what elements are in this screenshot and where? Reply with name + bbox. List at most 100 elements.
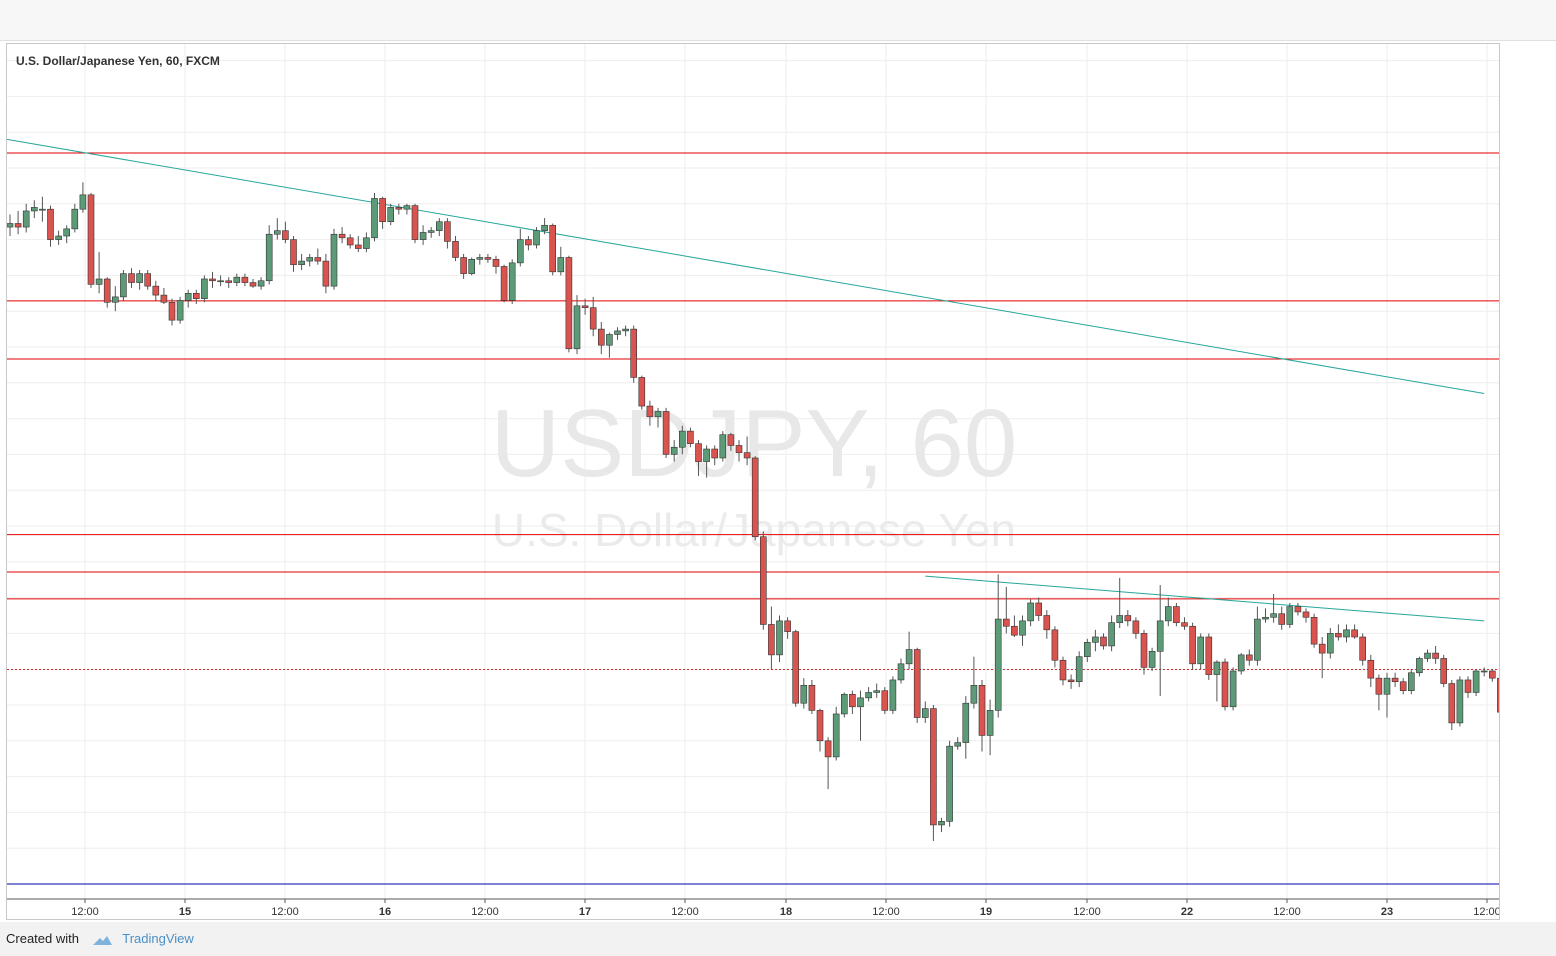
candle-body[interactable] — [1156, 620, 1164, 652]
candle-body[interactable] — [1472, 670, 1480, 693]
candle-body[interactable] — [695, 443, 702, 462]
candle-body[interactable] — [727, 434, 735, 446]
candle-body[interactable] — [1399, 681, 1407, 691]
candle-body[interactable] — [865, 692, 872, 699]
candle-body[interactable] — [1002, 618, 1010, 627]
candle-body[interactable] — [257, 280, 265, 287]
candle-body[interactable] — [1043, 615, 1051, 631]
candle-body[interactable] — [184, 293, 192, 301]
price-chart[interactable]: USDJPY, 60U.S. Dollar/Japanese Yen114.60… — [7, 44, 1499, 919]
candle-body[interactable] — [1197, 636, 1204, 665]
candle-body[interactable] — [120, 273, 127, 298]
candle-body[interactable] — [241, 276, 249, 283]
candle-body[interactable] — [565, 257, 573, 350]
candle-body[interactable] — [751, 457, 759, 538]
candle-body[interactable] — [970, 685, 978, 704]
trendline[interactable] — [7, 138, 1485, 395]
candle-body[interactable] — [913, 649, 921, 718]
candle-body[interactable] — [1189, 625, 1196, 665]
candle-body[interactable] — [403, 205, 411, 210]
candle-body[interactable] — [743, 452, 751, 459]
candle-body[interactable] — [1318, 643, 1326, 654]
candle-body[interactable] — [103, 278, 111, 303]
candle-body[interactable] — [63, 228, 71, 237]
candle-body[interactable] — [419, 232, 427, 240]
candle-body[interactable] — [1205, 636, 1213, 675]
candle-body[interactable] — [1286, 606, 1294, 625]
candle-body[interactable] — [1075, 656, 1083, 683]
candle-body[interactable] — [1124, 615, 1132, 622]
candle-body[interactable] — [954, 742, 962, 747]
candle-body[interactable] — [87, 194, 95, 285]
candle-body[interactable] — [1480, 670, 1488, 673]
candle-body[interactable] — [1019, 620, 1026, 636]
candle-body[interactable] — [346, 237, 354, 246]
candle-body[interactable] — [1456, 679, 1464, 724]
candle-body[interactable] — [144, 273, 151, 287]
candle-body[interactable] — [1351, 629, 1358, 638]
candle-body[interactable] — [873, 690, 881, 693]
candle-body[interactable] — [338, 233, 346, 239]
candle-body[interactable] — [298, 260, 305, 265]
candle-body[interactable] — [962, 702, 970, 743]
candle-body[interactable] — [1116, 615, 1123, 623]
candle-body[interactable] — [217, 280, 224, 283]
tradingview-brand-link[interactable]: TradingView — [122, 931, 194, 946]
candle-body[interactable] — [55, 235, 62, 240]
candle-body[interactable] — [1383, 677, 1391, 695]
candle-body[interactable] — [994, 618, 1002, 711]
candle-body[interactable] — [1448, 683, 1456, 724]
candle-body[interactable] — [1221, 661, 1229, 708]
candle-body[interactable] — [193, 293, 200, 299]
candle-body[interactable] — [314, 257, 322, 262]
candle-body[interactable] — [330, 233, 338, 287]
candle-body[interactable] — [614, 330, 621, 335]
candle-body[interactable] — [816, 710, 824, 742]
candle-body[interactable] — [395, 207, 403, 210]
candle-body[interactable] — [1027, 602, 1034, 622]
candle-body[interactable] — [703, 448, 710, 462]
candle-body[interactable] — [273, 230, 281, 235]
candle-body[interactable] — [411, 205, 419, 240]
candle-body[interactable] — [112, 296, 119, 303]
candle-body[interactable] — [249, 282, 257, 287]
candle-body[interactable] — [128, 273, 135, 283]
candle-body[interactable] — [719, 434, 727, 459]
candle-body[interactable] — [468, 258, 476, 274]
tradingview-credit[interactable]: Created with TradingView — [6, 931, 194, 946]
candle-body[interactable] — [557, 257, 565, 273]
candle-body[interactable] — [363, 237, 370, 249]
candle-body[interactable] — [1489, 670, 1496, 679]
candle-body[interactable] — [792, 631, 800, 704]
candle-body[interactable] — [1367, 659, 1375, 679]
candle-body[interactable] — [549, 224, 557, 273]
candle-body[interactable] — [1254, 618, 1261, 661]
candle-body[interactable] — [678, 430, 686, 448]
candle-body[interactable] — [921, 708, 929, 718]
candle-body[interactable] — [930, 708, 937, 826]
candle-body[interactable] — [95, 278, 103, 285]
candle-body[interactable] — [1424, 652, 1431, 659]
candle-body[interactable] — [1270, 613, 1277, 618]
candle-body[interactable] — [516, 239, 524, 264]
candle-body[interactable] — [484, 257, 492, 260]
candle-body[interactable] — [427, 230, 435, 233]
candle-body[interactable] — [1165, 606, 1172, 622]
candle-body[interactable] — [654, 411, 662, 418]
candle-body[interactable] — [1173, 606, 1180, 623]
candle-body[interactable] — [152, 285, 160, 296]
candle-body[interactable] — [1092, 636, 1099, 643]
candle-body[interactable] — [1310, 616, 1318, 645]
candle-body[interactable] — [1132, 620, 1140, 634]
candle-body[interactable] — [1035, 602, 1042, 616]
candle-body[interactable] — [1108, 622, 1115, 647]
candle-body[interactable] — [938, 821, 945, 826]
candle-body[interactable] — [638, 377, 646, 407]
candle-body[interactable] — [1148, 650, 1156, 668]
candle-body[interactable] — [849, 693, 856, 708]
candle-body[interactable] — [646, 405, 654, 418]
candle-body[interactable] — [492, 258, 500, 267]
candle-body[interactable] — [1237, 654, 1245, 672]
candle-body[interactable] — [800, 685, 808, 704]
candle-body[interactable] — [1011, 625, 1018, 636]
